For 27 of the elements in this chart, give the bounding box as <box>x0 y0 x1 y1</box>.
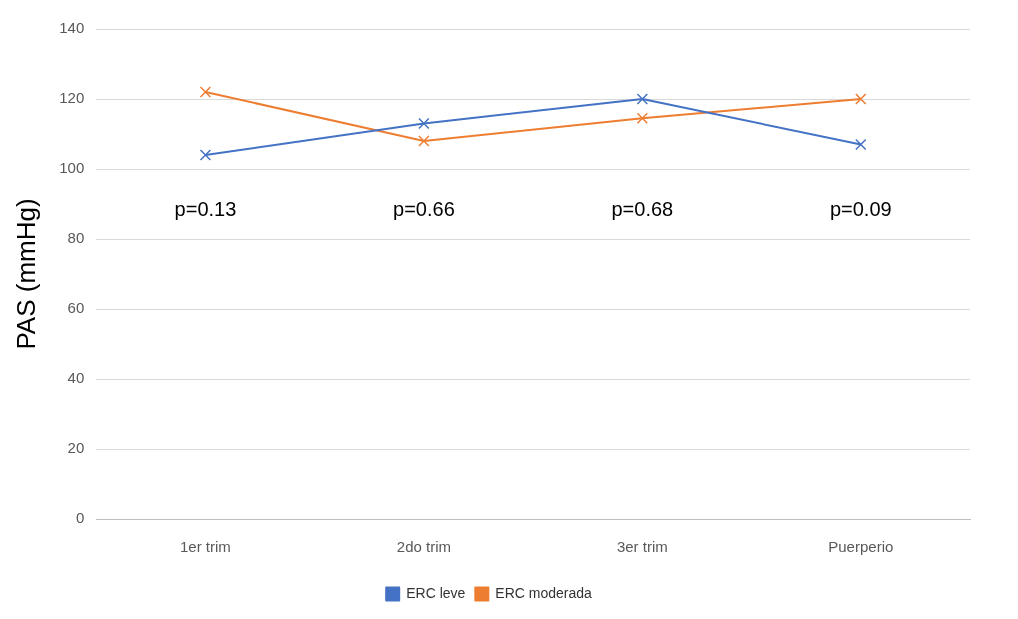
x-tick-label: 1er trim <box>180 538 231 556</box>
x-tick-label: 2do trim <box>396 538 451 556</box>
legend-label: ERC leve <box>406 584 466 601</box>
y-tick-label: 140 <box>59 19 85 37</box>
y-tick-label: 100 <box>59 159 85 177</box>
point <box>636 112 649 124</box>
point <box>636 93 649 105</box>
y-tick-label: 20 <box>67 439 85 457</box>
point <box>855 93 867 105</box>
point <box>855 138 867 151</box>
point <box>418 117 430 130</box>
point <box>199 86 212 98</box>
y-tick-label: 0 <box>75 509 85 527</box>
annotation: p=0.68 <box>611 197 674 220</box>
y-tick-label: 60 <box>67 299 85 317</box>
legend-label: ERC moderada <box>495 584 593 601</box>
y-tick-label: 40 <box>67 369 85 387</box>
annotation: p=0.09 <box>829 197 892 220</box>
annotation: p=0.66 <box>393 197 455 220</box>
y-axis-title: PAS (mmHg) <box>10 198 41 350</box>
y-tick-label: 80 <box>67 229 85 247</box>
point <box>199 149 212 161</box>
annotation: p=0.13 <box>174 197 237 220</box>
x-tick-label: Puerperio <box>828 538 894 556</box>
x-tick-label: 3er trim <box>616 538 668 556</box>
point <box>418 135 430 147</box>
y-tick-label: 120 <box>59 89 85 107</box>
